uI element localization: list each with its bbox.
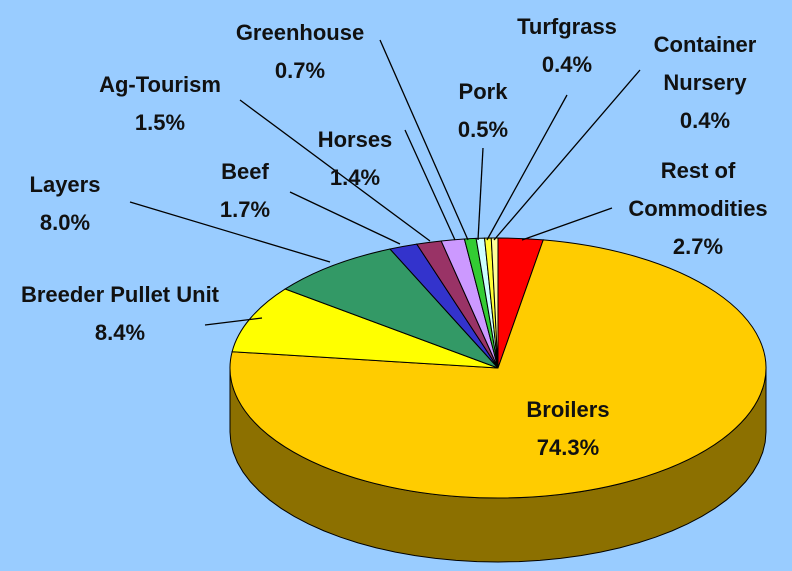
leader-line — [477, 147, 484, 241]
slice-name: Container Nursery — [653, 32, 757, 95]
pie-slice — [229, 239, 767, 499]
slice-name: Breeder Pullet Unit — [20, 282, 220, 307]
slice-name: Pork — [458, 79, 508, 104]
leader-line — [379, 39, 469, 241]
slice-label: Breeder Pullet Unit 8.4% — [15, 276, 225, 352]
slice-label: Container Nursery 0.4% — [630, 26, 780, 140]
slice-value: 0.4% — [679, 108, 731, 133]
slice-label: Ag-Tourism 1.5% — [75, 66, 245, 142]
slice-label: Greenhouse 0.7% — [215, 14, 385, 90]
slice-name: Beef — [221, 159, 269, 184]
leader-line — [521, 207, 613, 241]
pie-slice — [284, 248, 499, 369]
leader-line — [404, 129, 456, 241]
slice-label: Rest of Commodities 2.7% — [613, 152, 783, 266]
slice-label: Turfgrass 0.4% — [502, 8, 632, 84]
slice-name: Turfgrass — [517, 14, 617, 39]
slice-name: Horses — [317, 127, 393, 152]
slice-value: 74.3% — [536, 435, 600, 460]
slice-value: 0.4% — [541, 52, 593, 77]
leader-line — [493, 69, 641, 241]
slice-value: 1.4% — [329, 165, 381, 190]
slice-value: 1.7% — [219, 197, 271, 222]
slice-value: 0.7% — [274, 58, 326, 83]
slice-name: Rest of Commodities — [628, 158, 768, 221]
slice-label: Horses 1.4% — [300, 121, 410, 197]
slice-label: Layers 8.0% — [10, 166, 120, 242]
slice-value: 8.4% — [94, 320, 146, 345]
slice-name: Broilers — [526, 397, 610, 422]
slice-name: Layers — [29, 172, 101, 197]
leader-line — [129, 201, 331, 263]
slice-name: Greenhouse — [235, 20, 365, 45]
slice-value: 1.5% — [134, 110, 186, 135]
slice-value: 2.7% — [672, 234, 724, 259]
leader-line — [289, 191, 401, 245]
slice-value: 8.0% — [39, 210, 91, 235]
slice-value: 0.5% — [457, 117, 509, 142]
slice-label: Beef 1.7% — [200, 153, 290, 229]
leader-line — [239, 99, 431, 242]
slice-label: Broilers 74.3% — [488, 391, 648, 467]
leader-line — [486, 94, 568, 241]
slice-label: Pork 0.5% — [438, 73, 528, 149]
pie-slice — [231, 288, 499, 369]
pie-slice — [490, 237, 499, 369]
slice-name: Ag-Tourism — [99, 72, 221, 97]
leader-line — [204, 317, 263, 326]
